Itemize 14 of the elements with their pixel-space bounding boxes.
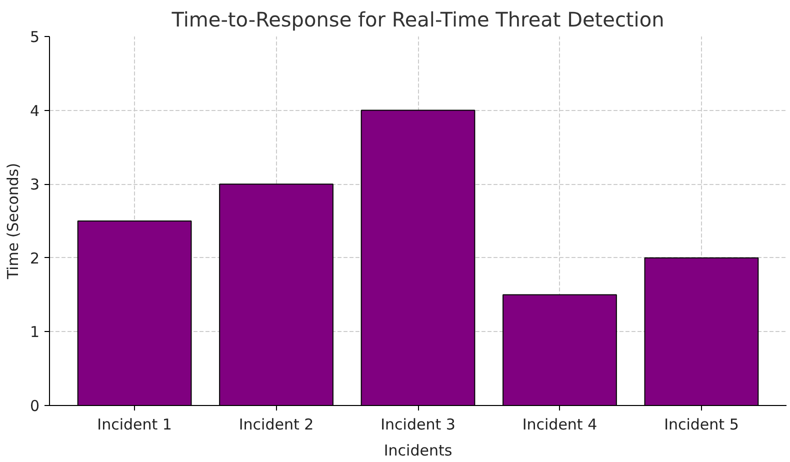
chart-title: Time-to-Response for Real-Time Threat Detection xyxy=(170,8,664,32)
x-axis-title: Incidents xyxy=(384,442,452,460)
y-tick-label: 0 xyxy=(30,397,40,415)
x-tick-label: Incident 3 xyxy=(380,416,456,434)
x-tick-label: Incident 5 xyxy=(664,416,739,434)
y-axis-title: Time (Seconds) xyxy=(4,162,22,280)
y-tick-label: 3 xyxy=(30,176,40,194)
y-tick-label: 2 xyxy=(30,249,40,268)
y-tick-label: 4 xyxy=(30,102,40,120)
x-tick-label: Incident 1 xyxy=(97,416,172,434)
y-tick-label: 5 xyxy=(30,28,40,46)
y-tick-label: 1 xyxy=(30,323,40,342)
x-tick-label: Incident 2 xyxy=(238,416,314,434)
x-tick-label: Incident 4 xyxy=(522,416,598,434)
